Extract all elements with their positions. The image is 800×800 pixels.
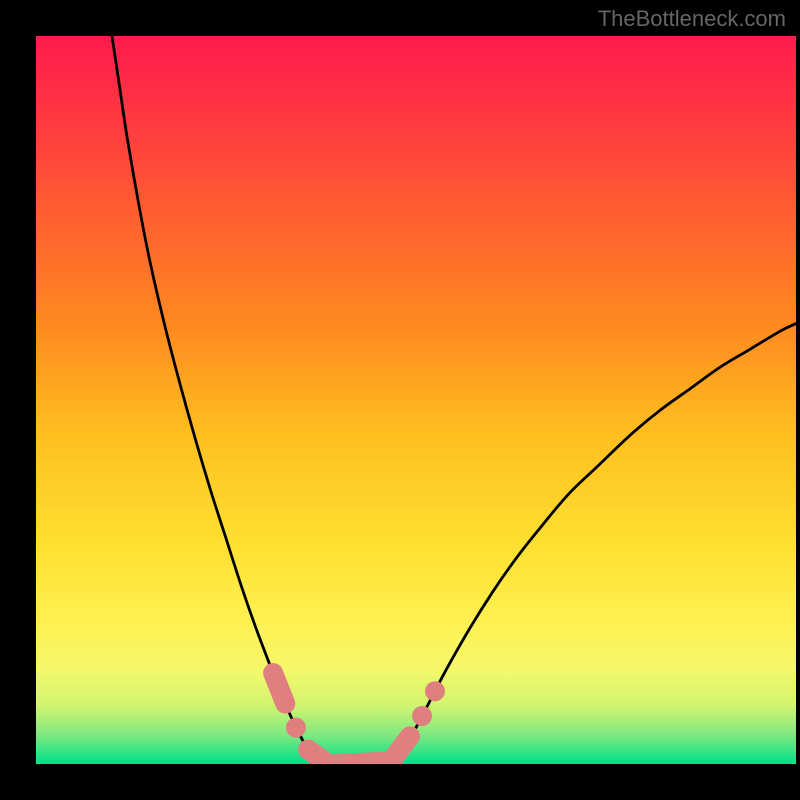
curve-marker	[336, 762, 384, 764]
bottleneck-curve-chart	[36, 36, 796, 764]
curve-marker	[286, 718, 306, 738]
curve-marker	[412, 706, 432, 726]
chart-background	[36, 36, 796, 764]
watermark-text: TheBottleneck.com	[598, 6, 786, 32]
curve-marker	[273, 673, 285, 704]
curve-marker	[308, 749, 326, 762]
chart-plot-area	[36, 36, 796, 764]
curve-marker	[425, 681, 445, 701]
